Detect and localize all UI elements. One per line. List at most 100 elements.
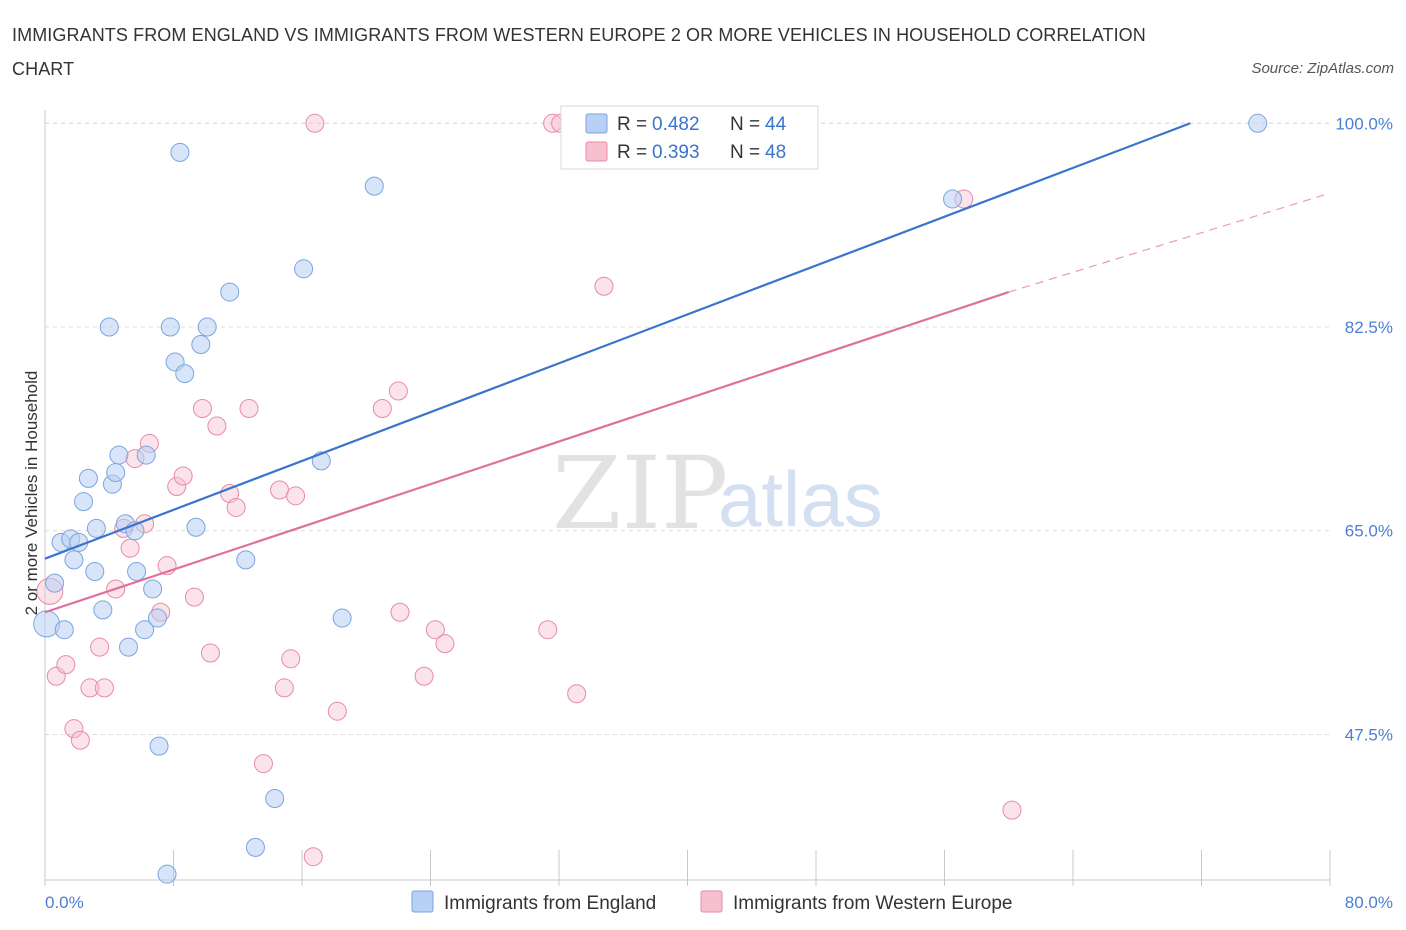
england-point-30 xyxy=(186,517,206,537)
western-europe-point-24 xyxy=(239,399,259,419)
western-europe-point-38 xyxy=(435,634,455,654)
england-point-7 xyxy=(74,492,94,512)
watermark: ZIP atlas xyxy=(552,435,883,552)
western-europe-point-10 xyxy=(120,538,140,558)
england-point-28 xyxy=(170,142,190,162)
trend-line-western-europe xyxy=(44,291,1010,614)
watermark-atlas: atlas xyxy=(718,455,883,543)
england-point-33 xyxy=(220,282,240,302)
england-point-39 xyxy=(332,608,352,628)
western-europe-point-6 xyxy=(90,637,110,657)
western-europe-point-2 xyxy=(56,655,76,675)
england-point-36 xyxy=(265,789,285,809)
x-tick-label-min: 0.0% xyxy=(45,893,84,912)
stats-n-value-western-europe: 48 xyxy=(765,142,786,163)
england-point-8 xyxy=(78,468,98,488)
england-point-40 xyxy=(364,176,384,196)
western-europe-point-29 xyxy=(286,486,306,506)
source-label: Source: ZipAtlas.com xyxy=(1251,60,1394,77)
watermark-zip: ZIP xyxy=(552,435,728,552)
western-europe-point-3 xyxy=(64,719,84,739)
western-europe-point-5 xyxy=(80,678,100,698)
legend-label-england: Immigrants from England xyxy=(444,893,656,914)
series-england-points xyxy=(33,113,1268,884)
england-point-24 xyxy=(149,736,169,756)
western-europe-point-26 xyxy=(270,480,290,500)
western-europe-point-32 xyxy=(327,701,347,721)
western-europe-point-28 xyxy=(281,649,301,669)
stats-n-label-western-europe: N = xyxy=(730,142,760,163)
western-europe-point-34 xyxy=(388,381,408,401)
stats-legend-swatch-western-europe xyxy=(585,141,608,162)
western-europe-point-36 xyxy=(414,666,434,686)
england-point-14 xyxy=(106,463,126,483)
trend-lines xyxy=(44,122,1331,614)
western-europe-point-4 xyxy=(70,730,90,750)
england-point-10 xyxy=(86,518,106,538)
y-tick-label-3: 100.0% xyxy=(1335,114,1393,133)
western-europe-point-35 xyxy=(390,602,410,622)
y-tick-label-0: 47.5% xyxy=(1345,725,1393,744)
western-europe-point-16 xyxy=(167,477,187,497)
western-europe-point-42 xyxy=(567,684,587,704)
y-tick-label-1: 65.0% xyxy=(1345,522,1393,541)
y-axis-label: 2 or more Vehicles in Household xyxy=(22,371,41,616)
england-point-12 xyxy=(99,317,119,337)
england-point-42 xyxy=(1248,113,1268,133)
stats-n-value-england: 44 xyxy=(765,114,787,135)
england-point-34 xyxy=(236,550,256,570)
trend-extension-western-europe xyxy=(1008,192,1331,293)
y-tick-label-2: 82.5% xyxy=(1345,318,1393,337)
y-tick-labels: 47.5% 65.0% 82.5% 100.0% xyxy=(1335,114,1393,744)
western-europe-point-31 xyxy=(305,113,325,133)
england-point-32 xyxy=(197,317,217,337)
england-point-20 xyxy=(135,620,155,640)
england-point-5 xyxy=(64,550,84,570)
western-europe-point-39 xyxy=(538,620,558,640)
england-point-2 xyxy=(54,620,74,640)
western-europe-point-33 xyxy=(372,399,392,419)
legend-label-western-europe: Immigrants from Western Europe xyxy=(733,893,1012,914)
england-point-9 xyxy=(85,561,105,581)
stats-legend-swatch-england xyxy=(585,113,608,134)
stats-n-label-england: N = xyxy=(730,114,760,135)
england-point-23 xyxy=(147,608,167,628)
england-point-19 xyxy=(127,561,147,581)
england-point-17 xyxy=(119,637,139,657)
series-legend: Immigrants from England Immigrants from … xyxy=(411,890,1012,914)
chart-title: IMMIGRANTS FROM ENGLAND VS IMMIGRANTS FR… xyxy=(12,25,1146,79)
stats-legend: R = 0.482 N = 44 R = 0.393 N = 48 xyxy=(560,105,819,170)
x-tick-label-max: 80.0% xyxy=(1345,893,1393,912)
grid-layer xyxy=(45,122,1330,735)
western-europe-point-17 xyxy=(173,466,193,486)
western-europe-point-43 xyxy=(594,276,614,296)
legend-swatch-england xyxy=(411,890,434,913)
trend-line-england xyxy=(44,122,1191,560)
western-europe-point-27 xyxy=(274,678,294,698)
x-tick-labels: 0.0% 80.0% xyxy=(45,893,1393,912)
england-point-35 xyxy=(245,837,265,857)
western-europe-point-22 xyxy=(220,483,240,503)
england-point-31 xyxy=(191,334,211,354)
england-point-15 xyxy=(109,445,129,465)
england-point-37 xyxy=(294,259,314,279)
western-europe-point-30 xyxy=(303,847,323,867)
legend-swatch-western-europe xyxy=(700,890,723,913)
england-point-11 xyxy=(93,600,113,620)
stats-r-label-england: R = xyxy=(617,114,647,135)
western-europe-point-7 xyxy=(94,678,114,698)
western-europe-point-19 xyxy=(192,399,212,419)
western-europe-point-21 xyxy=(207,416,227,436)
western-europe-point-37 xyxy=(425,620,445,640)
western-europe-point-23 xyxy=(226,497,246,517)
western-europe-point-20 xyxy=(200,643,220,663)
england-point-1 xyxy=(45,573,65,593)
western-europe-point-47 xyxy=(1002,800,1022,820)
england-point-41 xyxy=(943,189,963,209)
england-point-29 xyxy=(175,364,195,384)
western-europe-point-25 xyxy=(253,754,273,774)
england-point-25 xyxy=(157,864,177,884)
stats-r-value-western-europe: 0.393 xyxy=(652,142,700,163)
stats-r-label-western-europe: R = xyxy=(617,142,647,163)
